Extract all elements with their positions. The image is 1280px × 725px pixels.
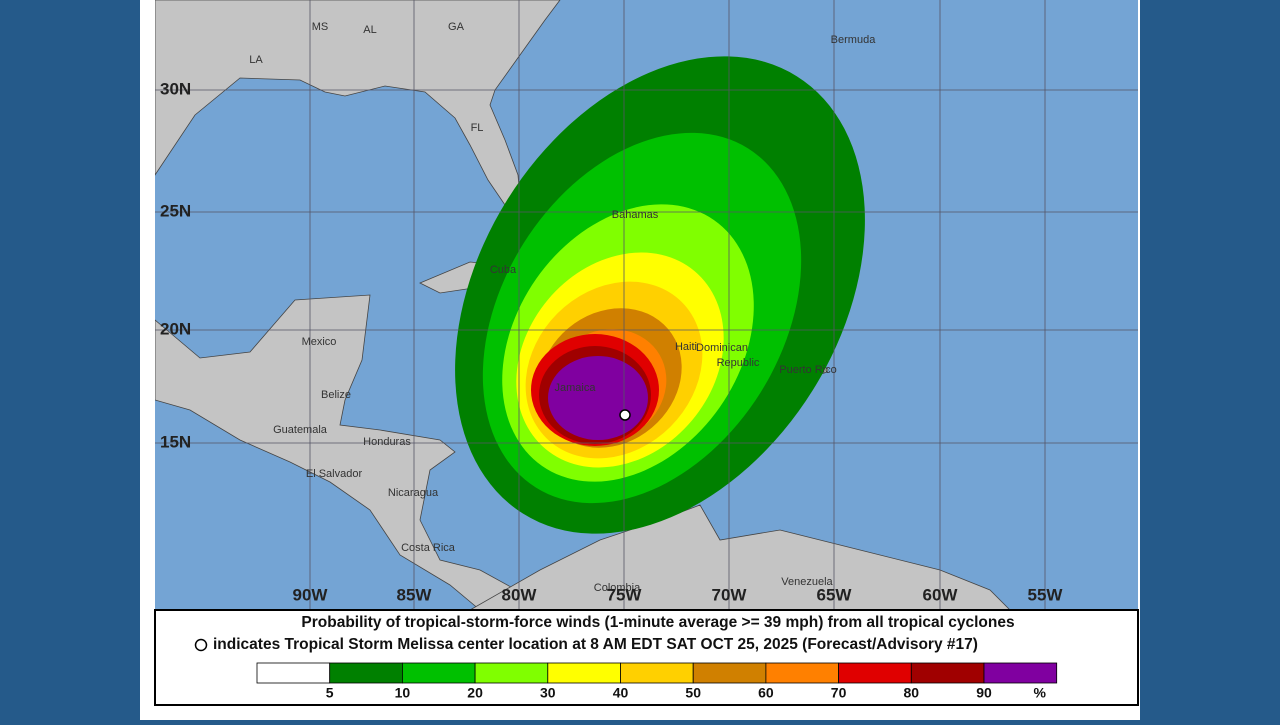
legend-label: 40 [613, 685, 629, 701]
legend-label: 90 [976, 685, 992, 701]
caption-box [154, 609, 1139, 706]
place-label: Jamaica [555, 382, 597, 394]
lon-label: 80W [502, 585, 538, 604]
place-label: Bahamas [612, 209, 659, 221]
lon-label: 60W [923, 585, 959, 604]
place-label: Dominican [696, 342, 748, 354]
place-label: Belize [321, 389, 351, 401]
place-label: GA [448, 21, 465, 33]
storm-symbol [194, 638, 208, 652]
lon-label: 70W [712, 585, 748, 604]
place-label: AL [363, 24, 376, 36]
place-label: Haiti [675, 341, 697, 353]
storm-center [619, 409, 631, 421]
legend-label: 80 [904, 685, 920, 701]
place-label: MS [312, 21, 329, 33]
place-label: Costa Rica [401, 542, 456, 554]
caption-line: Probability of tropical-storm-force wind… [301, 614, 1014, 631]
central-america [155, 294, 521, 610]
place-label: Bermuda [831, 34, 877, 46]
contour [548, 356, 648, 440]
place-labels: MS AL GA LA FL Bermuda Bahamas Cuba Mexico Belize… [249, 21, 876, 594]
place-label: Nicaragua [388, 487, 439, 499]
legend-swatch [620, 662, 694, 684]
lat-label: 25N [160, 201, 191, 220]
place-label: Mexico [302, 336, 337, 348]
place-label: Republic [717, 357, 760, 369]
legend-swatch [983, 662, 1058, 684]
probability-contours [455, 56, 865, 534]
place-label: Honduras [363, 436, 411, 448]
legend-label: 50 [685, 685, 701, 701]
coordinate-labels: 30N 25N 20N 15N 90W 85W 80W 75W 70W 65W 60W 55W [160, 79, 1063, 604]
legend-label: 10 [395, 685, 411, 701]
legend-label: % [1033, 685, 1046, 701]
legend-swatch [547, 662, 621, 684]
legend-label: 5 [326, 685, 334, 701]
legend-swatch [329, 662, 403, 684]
legend-swatch [401, 662, 476, 684]
caption-line: indicates Tropical Storm Melissa center … [213, 636, 978, 653]
legend-swatch [692, 662, 767, 684]
legend-label: 60 [758, 685, 774, 701]
legend-label: 20 [467, 685, 483, 701]
legend-swatch [474, 662, 549, 684]
south-america [469, 504, 1011, 610]
legend-swatch [910, 662, 985, 684]
place-label: Guatemala [273, 424, 328, 436]
lon-label: 75W [607, 585, 643, 604]
lon-label: 55W [1028, 585, 1064, 604]
lon-label: 85W [397, 585, 433, 604]
place-label: El Salvador [306, 468, 363, 480]
map: MS AL GA LA FL Bermuda Bahamas Cuba Mexico Belize… [155, 0, 1138, 610]
place-label: Venezuela [781, 576, 833, 588]
grid [155, 0, 1138, 610]
lat-label: 20N [160, 319, 191, 338]
legend-label: 30 [540, 685, 556, 701]
lon-label: 90W [293, 585, 329, 604]
legend-swatch [256, 662, 331, 684]
place-label: Cuba [490, 264, 517, 276]
lon-label: 65W [817, 585, 853, 604]
place-label: Colombia [594, 582, 641, 594]
place-label: LA [249, 54, 263, 66]
legend-label: 70 [831, 685, 847, 701]
place-label: FL [471, 122, 484, 134]
legend-swatch [838, 662, 912, 684]
legend-swatch [765, 662, 840, 684]
legend: 5 10 20 30 40 50 60 70 80 90% [256, 662, 1058, 701]
lat-label: 15N [160, 432, 191, 451]
lat-label: 30N [160, 79, 191, 98]
place-label: Puerto Rico [779, 364, 836, 376]
